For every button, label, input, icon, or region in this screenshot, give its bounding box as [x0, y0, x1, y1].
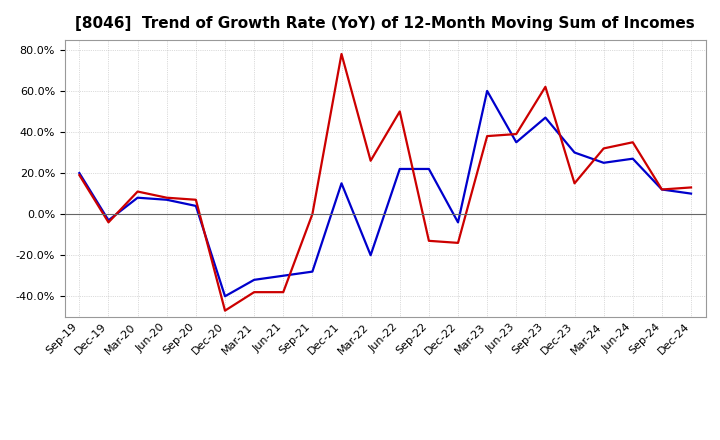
Ordinary Income Growth Rate [220, 293, 229, 299]
Net Income Growth Rate [512, 132, 521, 137]
Ordinary Income Growth Rate [599, 160, 608, 165]
Line: Net Income Growth Rate: Net Income Growth Rate [79, 54, 691, 311]
Ordinary Income Growth Rate [192, 203, 200, 209]
Net Income Growth Rate [250, 290, 258, 295]
Ordinary Income Growth Rate [163, 197, 171, 202]
Ordinary Income Growth Rate [512, 139, 521, 145]
Ordinary Income Growth Rate [133, 195, 142, 200]
Ordinary Income Growth Rate [454, 220, 462, 225]
Net Income Growth Rate [279, 290, 287, 295]
Net Income Growth Rate [308, 212, 317, 217]
Ordinary Income Growth Rate [308, 269, 317, 274]
Net Income Growth Rate [75, 172, 84, 178]
Line: Ordinary Income Growth Rate: Ordinary Income Growth Rate [79, 91, 691, 296]
Net Income Growth Rate [454, 240, 462, 246]
Net Income Growth Rate [570, 181, 579, 186]
Ordinary Income Growth Rate [425, 166, 433, 172]
Net Income Growth Rate [687, 185, 696, 190]
Net Income Growth Rate [483, 133, 492, 139]
Ordinary Income Growth Rate [657, 187, 666, 192]
Net Income Growth Rate [629, 139, 637, 145]
Net Income Growth Rate [220, 308, 229, 313]
Ordinary Income Growth Rate [366, 253, 375, 258]
Net Income Growth Rate [657, 187, 666, 192]
Net Income Growth Rate [337, 51, 346, 57]
Ordinary Income Growth Rate [337, 181, 346, 186]
Ordinary Income Growth Rate [250, 277, 258, 282]
Ordinary Income Growth Rate [395, 166, 404, 172]
Ordinary Income Growth Rate [483, 88, 492, 94]
Net Income Growth Rate [104, 220, 113, 225]
Net Income Growth Rate [163, 195, 171, 200]
Net Income Growth Rate [395, 109, 404, 114]
Ordinary Income Growth Rate [541, 115, 550, 120]
Ordinary Income Growth Rate [687, 191, 696, 196]
Net Income Growth Rate [192, 197, 200, 202]
Net Income Growth Rate [541, 84, 550, 89]
Title: [8046]  Trend of Growth Rate (YoY) of 12-Month Moving Sum of Incomes: [8046] Trend of Growth Rate (YoY) of 12-… [76, 16, 695, 32]
Ordinary Income Growth Rate [75, 170, 84, 176]
Net Income Growth Rate [425, 238, 433, 243]
Net Income Growth Rate [366, 158, 375, 163]
Ordinary Income Growth Rate [629, 156, 637, 161]
Net Income Growth Rate [133, 189, 142, 194]
Net Income Growth Rate [599, 146, 608, 151]
Ordinary Income Growth Rate [104, 218, 113, 223]
Ordinary Income Growth Rate [570, 150, 579, 155]
Ordinary Income Growth Rate [279, 273, 287, 279]
